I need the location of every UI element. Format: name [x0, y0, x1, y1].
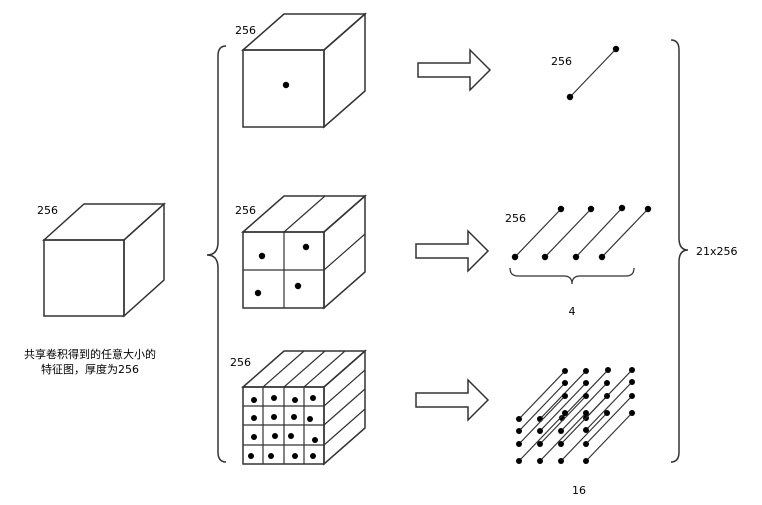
pool-bin-dot [251, 434, 257, 440]
pool-bin-dot [294, 282, 302, 290]
pool-bin-dot [254, 289, 262, 297]
vector-end-dot [558, 428, 564, 434]
output1-length-label: 256 [551, 55, 572, 68]
vector-line [560, 395, 608, 445]
vector-end-dot [583, 368, 589, 374]
vector-end-dot [605, 367, 611, 373]
pool-bin-dot [312, 437, 318, 443]
pool-bin-dot [292, 397, 298, 403]
pool-bin-dot [282, 81, 290, 89]
pool-bin-dot [248, 453, 254, 459]
vector-line [585, 412, 633, 462]
vector-line [560, 382, 608, 432]
pool-bin-dot [291, 414, 297, 420]
vector-end-dot [629, 393, 635, 399]
vector-end-dot [583, 458, 589, 464]
pool-cube-4x4 [241, 349, 367, 466]
vector-end-dot [604, 410, 610, 416]
vector-end-dot [583, 427, 589, 433]
vector-end-dot [537, 441, 543, 447]
vector-line [560, 412, 608, 462]
pool-bin-dot [271, 414, 277, 420]
vector-end-dot [516, 416, 522, 422]
vector-end-dot [537, 428, 543, 434]
pool-bin-dot [310, 453, 316, 459]
vector-line [518, 395, 566, 445]
vector-line [518, 370, 566, 420]
vector-end-dot [537, 416, 543, 422]
output2-count-label: 4 [569, 305, 576, 318]
arrow-right-icon [415, 230, 489, 272]
input-feature-cube [42, 202, 166, 318]
pool-bin-dot [251, 397, 257, 403]
output-total-label: 21x256 [696, 245, 738, 258]
vector-line [539, 412, 587, 462]
left-brace [206, 45, 227, 463]
vector-end-dot [604, 380, 610, 386]
vector-line [518, 382, 566, 432]
vector-end-dot [516, 428, 522, 434]
arrow-right-icon [417, 49, 491, 91]
vector-end-dot [562, 393, 568, 399]
vector-end-dot [562, 368, 568, 374]
pool-bin-dot [271, 395, 277, 401]
vector-end-dot [604, 393, 610, 399]
vector-end-dot [562, 410, 568, 416]
level3-depth-label: 256 [230, 356, 251, 369]
pool-bin-dot [310, 395, 316, 401]
level1-depth-label: 256 [235, 24, 256, 37]
vector-end-dot [583, 410, 589, 416]
pool-cube-1x1 [241, 12, 367, 129]
vector-end-dot [583, 393, 589, 399]
vector-end-dot [562, 380, 568, 386]
pool-bin-dot [272, 433, 278, 439]
vector-line [539, 395, 587, 445]
pool-cube-2x2 [241, 194, 367, 310]
vector-end-dot [629, 367, 635, 373]
input-depth-label: 256 [37, 204, 58, 217]
output2-length-label: 256 [505, 212, 526, 225]
output-vectors-1 [566, 45, 620, 101]
vector-line [518, 412, 566, 462]
vector-end-dot [629, 379, 635, 385]
vector-line [585, 395, 633, 445]
level2-depth-label: 256 [235, 204, 256, 217]
pool-bin-dot [307, 416, 313, 422]
vector-end-dot [558, 441, 564, 447]
vector-line [585, 381, 633, 431]
pool-bin-dot [288, 433, 294, 439]
pool-bin-dot [268, 453, 274, 459]
vector-end-dot [629, 410, 635, 416]
input-caption-line2: 特征图，厚度为256 [41, 362, 139, 376]
output3-count-label: 16 [572, 484, 586, 497]
arrow-right-icon [415, 379, 489, 421]
vector-end-dot [583, 380, 589, 386]
output-vectors-16 [516, 367, 635, 464]
pool-bin-dot [292, 453, 298, 459]
vector-end-dot [583, 441, 589, 447]
input-caption-line1: 共享卷积得到的任意大小的 [24, 347, 156, 361]
output-vectors-4 [511, 204, 652, 261]
vector-end-dot [516, 458, 522, 464]
vector-end-dot [537, 458, 543, 464]
vector-end-dot [516, 441, 522, 447]
right-brace [670, 39, 689, 463]
output2-bottom-brace [509, 267, 635, 285]
pool-bin-dot [258, 252, 266, 260]
vector-end-dot [558, 458, 564, 464]
pool-bin-dot [302, 243, 310, 251]
vector-line [539, 382, 587, 432]
pool-bin-dot [251, 415, 257, 421]
